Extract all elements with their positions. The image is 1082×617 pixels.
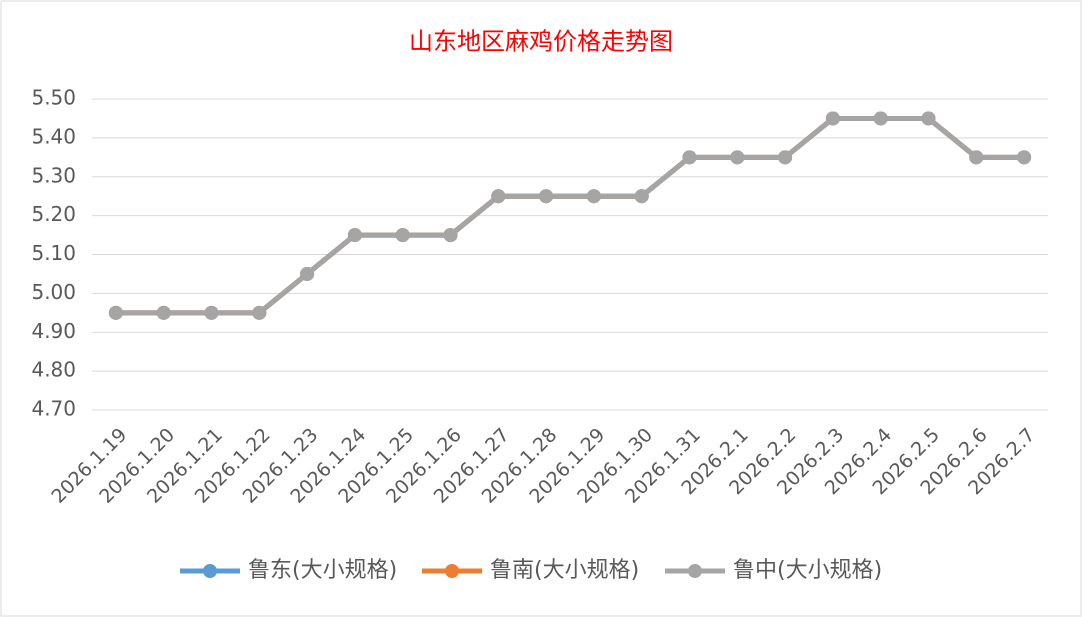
marker bbox=[682, 150, 697, 165]
marker bbox=[586, 189, 601, 204]
legend-marker bbox=[688, 564, 702, 578]
y-tick-label: 4.70 bbox=[31, 397, 76, 421]
y-tick-label: 5.50 bbox=[31, 86, 76, 110]
marker bbox=[873, 111, 888, 126]
marker bbox=[108, 305, 123, 320]
marker bbox=[825, 111, 840, 126]
y-tick-label: 5.10 bbox=[31, 241, 76, 265]
marker bbox=[443, 228, 458, 243]
legend-marker bbox=[445, 564, 459, 578]
legend-label: 鲁南(大小规格) bbox=[490, 558, 639, 583]
marker bbox=[491, 189, 506, 204]
marker bbox=[347, 228, 362, 243]
legend-marker bbox=[203, 564, 217, 578]
marker bbox=[634, 189, 649, 204]
marker bbox=[921, 111, 936, 126]
chart-title: 山东地区麻鸡价格走势图 bbox=[409, 28, 673, 56]
marker bbox=[730, 150, 745, 165]
y-tick-label: 4.90 bbox=[31, 319, 76, 343]
series-line bbox=[115, 115, 1025, 316]
legend-label: 鲁中(大小规格) bbox=[733, 558, 882, 583]
y-tick-label: 5.30 bbox=[31, 163, 76, 187]
legend-label: 鲁东(大小规格) bbox=[248, 558, 397, 583]
y-tick-label: 5.40 bbox=[31, 124, 76, 148]
marker bbox=[778, 150, 793, 165]
marker bbox=[204, 305, 219, 320]
marker bbox=[156, 305, 171, 320]
marker bbox=[252, 305, 267, 320]
marker bbox=[395, 228, 410, 243]
marker bbox=[539, 189, 554, 204]
marker bbox=[969, 150, 984, 165]
y-tick-label: 5.20 bbox=[31, 202, 76, 226]
marker bbox=[1017, 150, 1032, 165]
y-tick-label: 4.80 bbox=[31, 358, 76, 382]
marker bbox=[300, 266, 315, 281]
y-tick-label: 5.00 bbox=[31, 280, 76, 304]
